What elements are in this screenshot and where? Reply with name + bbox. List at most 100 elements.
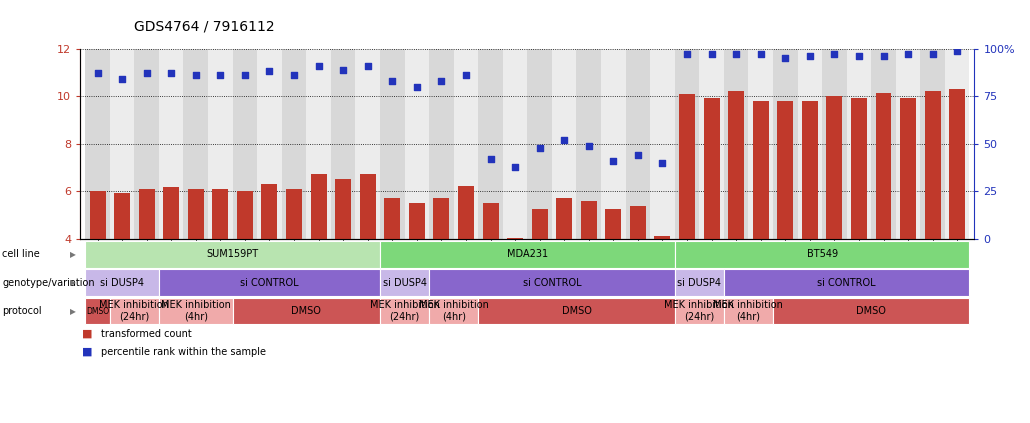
Bar <box>527 49 552 239</box>
Text: si DUSP4: si DUSP4 <box>382 278 426 288</box>
Bar <box>159 49 183 239</box>
Text: si DUSP4: si DUSP4 <box>678 278 721 288</box>
Text: cell line: cell line <box>2 250 40 259</box>
Point <box>801 53 818 60</box>
Bar <box>945 49 969 239</box>
Bar <box>896 49 921 239</box>
Text: ▶: ▶ <box>70 250 76 259</box>
Point <box>777 55 793 61</box>
Text: MEK inhibition
(4hr): MEK inhibition (4hr) <box>419 300 488 322</box>
Bar <box>925 91 940 239</box>
Bar <box>826 96 843 239</box>
Bar <box>187 189 204 239</box>
Point <box>507 163 523 170</box>
Point <box>138 70 154 77</box>
Point <box>409 83 425 90</box>
Bar <box>183 49 208 239</box>
Text: ■: ■ <box>82 329 93 339</box>
Text: MEK inhibition
(24hr): MEK inhibition (24hr) <box>370 300 440 322</box>
Point <box>212 72 229 79</box>
Point <box>237 72 253 79</box>
Bar <box>458 186 474 239</box>
Bar <box>434 198 449 239</box>
Text: MEK inhibition
(4hr): MEK inhibition (4hr) <box>714 300 784 322</box>
Point <box>703 51 720 58</box>
Point <box>90 70 106 77</box>
Bar <box>163 187 179 239</box>
Bar <box>139 189 154 239</box>
Text: percentile rank within the sample: percentile rank within the sample <box>101 346 266 357</box>
Bar <box>85 49 110 239</box>
Bar <box>306 49 331 239</box>
Point <box>753 51 769 58</box>
Text: transformed count: transformed count <box>101 329 192 339</box>
Point <box>434 78 450 85</box>
Point <box>482 156 499 162</box>
Point <box>335 66 351 73</box>
Bar <box>749 49 772 239</box>
Point <box>556 137 573 143</box>
Text: DMSO: DMSO <box>291 306 321 316</box>
Bar <box>625 49 650 239</box>
Bar <box>654 236 671 239</box>
Bar <box>114 193 130 239</box>
Bar <box>552 49 577 239</box>
Text: MDA231: MDA231 <box>507 250 548 259</box>
Point <box>359 63 376 69</box>
Point <box>310 63 327 69</box>
Bar <box>212 189 229 239</box>
Point <box>876 53 892 60</box>
Bar <box>311 174 327 239</box>
Text: MEK inhibition
(24hr): MEK inhibition (24hr) <box>664 300 734 322</box>
Point <box>285 72 302 79</box>
Text: protocol: protocol <box>2 306 41 316</box>
Point <box>851 53 867 60</box>
Point <box>605 158 621 165</box>
Point <box>187 72 204 79</box>
Point <box>900 51 917 58</box>
Bar <box>478 49 503 239</box>
Text: ■: ■ <box>82 346 93 357</box>
Text: DMSO: DMSO <box>856 306 886 316</box>
Point <box>728 51 745 58</box>
Point <box>654 159 671 166</box>
Point <box>949 47 965 54</box>
Bar <box>359 174 376 239</box>
Bar <box>258 49 282 239</box>
Bar <box>728 91 744 239</box>
Bar <box>556 198 573 239</box>
Bar <box>380 49 405 239</box>
Point <box>163 70 179 77</box>
Bar <box>110 49 134 239</box>
Bar <box>507 238 523 239</box>
Bar <box>900 99 916 239</box>
Bar <box>851 99 867 239</box>
Point <box>826 51 843 58</box>
Bar <box>602 49 625 239</box>
Bar <box>797 49 822 239</box>
Bar <box>675 49 699 239</box>
Bar <box>778 101 793 239</box>
Bar <box>699 49 724 239</box>
Bar <box>753 101 768 239</box>
Bar <box>282 49 306 239</box>
Bar <box>581 201 596 239</box>
Bar <box>871 49 896 239</box>
Bar <box>355 49 380 239</box>
Text: ▶: ▶ <box>70 278 76 287</box>
Bar <box>503 49 527 239</box>
Bar <box>409 203 424 239</box>
Bar <box>650 49 675 239</box>
Text: genotype/variation: genotype/variation <box>2 278 95 288</box>
Text: si CONTROL: si CONTROL <box>240 278 299 288</box>
Bar <box>950 89 965 239</box>
Bar <box>822 49 847 239</box>
Bar <box>703 98 720 239</box>
Text: ▶: ▶ <box>70 307 76 316</box>
Text: si DUSP4: si DUSP4 <box>100 278 144 288</box>
Bar <box>801 101 818 239</box>
Point <box>531 144 548 151</box>
Point <box>114 76 131 82</box>
Point <box>457 72 474 79</box>
Bar <box>208 49 233 239</box>
